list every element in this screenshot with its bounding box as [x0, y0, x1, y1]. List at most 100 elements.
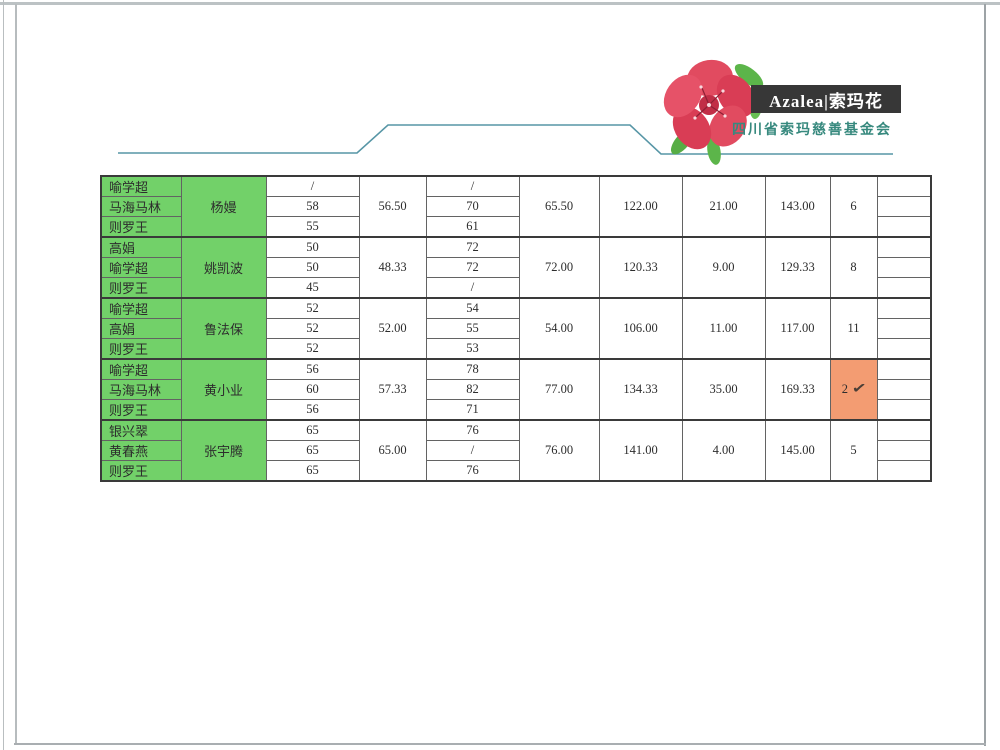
score1-cell: 45: [265, 277, 360, 299]
blank-cell: [876, 460, 932, 482]
rank-value: 5: [850, 443, 857, 457]
bonus-cell: 35.00: [681, 358, 766, 421]
scan-edge-bottom: [14, 743, 986, 745]
score2-cell: 78: [425, 358, 520, 380]
student-name-cell: 则罗王: [100, 399, 182, 421]
score1-cell: 52: [265, 338, 360, 360]
final-total-cell: 143.00: [764, 175, 831, 238]
avg1-cell: 52.00: [358, 297, 427, 360]
avg1-cell: 57.33: [358, 358, 427, 421]
bonus-cell: 11.00: [681, 297, 766, 360]
score1-cell: 50: [265, 236, 360, 258]
student-name-cell: 则罗王: [100, 338, 182, 360]
score2-cell: 61: [425, 216, 520, 238]
score2-cell: 54: [425, 297, 520, 319]
table-row: 黄春燕 65 /: [100, 440, 932, 461]
student-name-cell: 喻学超: [100, 257, 182, 278]
score1-cell: 56: [265, 399, 360, 421]
teacher-name-cell: 鲁法保: [180, 297, 267, 360]
blank-cell: [876, 440, 932, 461]
avg2-cell: 54.00: [518, 297, 600, 360]
scan-edge-left-outer: [3, 0, 4, 750]
score2-cell: 76: [425, 460, 520, 482]
score1-cell: 65: [265, 460, 360, 482]
logo-banner: Azalea|索玛花: [751, 85, 901, 113]
score2-cell: 53: [425, 338, 520, 360]
score1-cell: 58: [265, 196, 360, 217]
scan-edge-top: [0, 2, 1000, 5]
table-row: 马海马林 60 82: [100, 379, 932, 400]
score1-cell: 52: [265, 318, 360, 339]
blank-cell: [876, 257, 932, 278]
score2-cell: /: [425, 175, 520, 197]
table-row: 喻学超 50 72: [100, 257, 932, 278]
table-row: 喻学超 黄小业 56 57.33 78 77.00 134.33 35.00 169.33 2 ✓: [100, 358, 932, 421]
table-row: 则罗王 56 71: [100, 399, 932, 421]
avg1-cell: 56.50: [358, 175, 427, 238]
azalea-flower-logo-icon: [663, 59, 764, 165]
blank-cell: [876, 318, 932, 339]
blank-cell: [876, 419, 932, 441]
score-table-container: 喻学超 杨嫚/56.50/65.50 122.00 21.00 143.00 6 马海马林 5…: [100, 175, 932, 482]
score1-cell: 65: [265, 419, 360, 441]
bonus-cell: 4.00: [681, 419, 766, 482]
final-total-cell: 169.33: [764, 358, 831, 421]
final-total-cell: 129.33: [764, 236, 831, 299]
student-name-cell: 喻学超: [100, 175, 182, 197]
rank-cell: 5: [829, 419, 878, 482]
score1-cell: 52: [265, 297, 360, 319]
avg1-cell: 48.33: [358, 236, 427, 299]
student-name-cell: 喻学超: [100, 297, 182, 319]
handwritten-checkmark: ✓: [850, 380, 868, 398]
student-name-cell: 马海马林: [100, 379, 182, 400]
student-name-cell: 银兴翠: [100, 419, 182, 441]
avg2-cell: 72.00: [518, 236, 600, 299]
student-name-cell: 则罗王: [100, 460, 182, 482]
teacher-name-cell: 姚凯波: [180, 236, 267, 299]
table-row: 高娟 52 55: [100, 318, 932, 339]
avg2-cell: 76.00: [518, 419, 600, 482]
bonus-cell: 21.00: [681, 175, 766, 238]
score2-cell: 70: [425, 196, 520, 217]
blank-cell: [876, 277, 932, 299]
score2-cell: 72: [425, 257, 520, 278]
table-row: 则罗王 55 61: [100, 216, 932, 238]
table-row: 则罗王 65 76: [100, 460, 932, 482]
teacher-name-cell: 张宇腾: [180, 419, 267, 482]
score1-cell: 56: [265, 358, 360, 380]
table-row: 则罗王 45 /: [100, 277, 932, 299]
scan-edge-right: [984, 4, 986, 746]
rank-value: 2: [841, 382, 849, 396]
score2-cell: 55: [425, 318, 520, 339]
student-name-cell: 则罗王: [100, 216, 182, 238]
table-row: 喻学超 杨嫚/56.50/65.50 122.00 21.00 143.00 6: [100, 175, 932, 238]
blank-cell: [876, 216, 932, 238]
rank-value: 6: [850, 199, 857, 213]
logo-brand-text: Azalea|索玛花: [769, 91, 883, 111]
score1-cell: 60: [265, 379, 360, 400]
score2-cell: /: [425, 277, 520, 299]
sum-of-avgs-cell: 134.33: [598, 358, 683, 421]
score2-cell: 71: [425, 399, 520, 421]
student-name-cell: 黄春燕: [100, 440, 182, 461]
final-total-cell: 117.00: [764, 297, 831, 360]
score1-cell: /: [265, 175, 360, 197]
avg1-cell: 65.00: [358, 419, 427, 482]
rank-value: 11: [847, 321, 860, 335]
blank-cell: [876, 358, 932, 380]
teacher-name-cell: 杨嫚: [180, 175, 267, 238]
logo-organization-text: 四川省索玛慈善基金会: [732, 123, 892, 138]
score1-cell: 50: [265, 257, 360, 278]
sum-of-avgs-cell: 106.00: [598, 297, 683, 360]
blank-cell: [876, 236, 932, 258]
student-name-cell: 喻学超: [100, 358, 182, 380]
score2-cell: 76: [425, 419, 520, 441]
blank-cell: [876, 399, 932, 421]
table-row: 马海马林 58 70: [100, 196, 932, 217]
final-total-cell: 145.00: [764, 419, 831, 482]
sum-of-avgs-cell: 120.33: [598, 236, 683, 299]
bonus-cell: 9.00: [681, 236, 766, 299]
rank-cell: 11: [829, 297, 878, 360]
student-name-cell: 马海马林: [100, 196, 182, 217]
table-row: 银兴翠 张宇腾 65 65.00 76 76.00 141.00 4.00 145.00 5: [100, 419, 932, 482]
